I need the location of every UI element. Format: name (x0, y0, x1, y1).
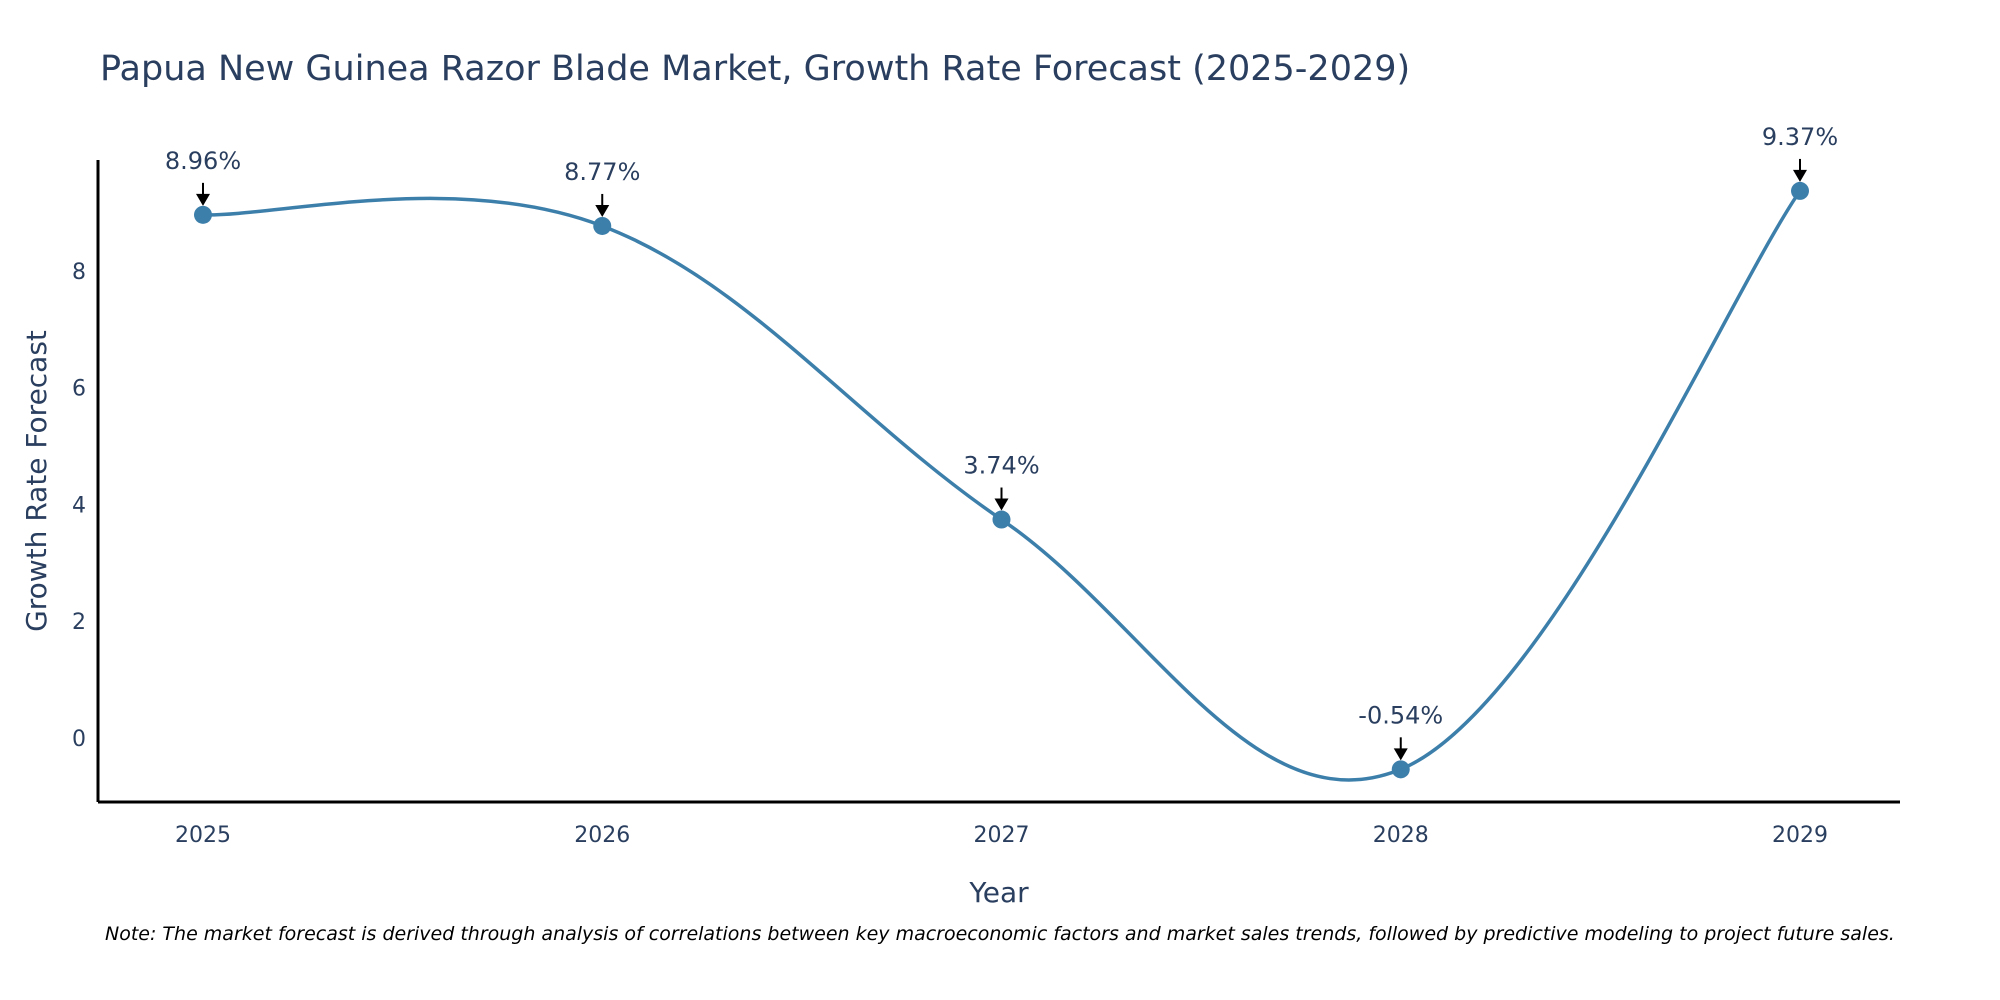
data-label: 9.37% (1762, 123, 1838, 151)
y-tick-label: 8 (72, 260, 86, 285)
data-point (593, 216, 612, 235)
annotation-arrow-head (196, 193, 210, 206)
chart-title: Papua New Guinea Razor Blade Market, Gro… (100, 49, 1410, 89)
x-tick-label: 2028 (1373, 823, 1429, 848)
data-label: 8.77% (564, 158, 640, 186)
data-points (194, 181, 1809, 779)
x-tick-label: 2029 (1772, 823, 1828, 848)
x-tick-labels: 2025 2026 2027 2028 2029 (175, 823, 1828, 848)
axes (96, 160, 1900, 804)
data-label: -0.54% (1358, 701, 1443, 729)
data-labels: 8.96% 8.77% 3.74% -0.54% 9.37% (165, 123, 1838, 761)
y-tick-labels: 0 2 4 6 8 (72, 260, 86, 752)
y-tick-label: 4 (72, 493, 86, 518)
x-tick-label: 2026 (574, 823, 630, 848)
x-tick-label: 2027 (974, 823, 1030, 848)
annotation-arrow-head (1793, 169, 1807, 182)
annotation-arrow-head (595, 204, 610, 217)
y-tick-label: 0 (72, 727, 86, 752)
annotation-arrow-head (1393, 748, 1408, 761)
data-point (194, 205, 212, 224)
annotation-arrow-head (994, 498, 1009, 511)
x-tick-label: 2025 (175, 823, 231, 848)
footnote: Note: The market forecast is derived thr… (105, 923, 1895, 945)
y-axis-title: Growth Rate Forecast (20, 330, 53, 632)
data-point (992, 510, 1011, 529)
data-label: 8.96% (165, 147, 241, 175)
x-axis-title: Year (968, 876, 1029, 909)
data-point (1391, 760, 1410, 779)
y-tick-label: 6 (72, 377, 86, 402)
y-tick-label: 2 (72, 610, 86, 635)
data-point (1791, 181, 1809, 200)
growth-rate-series-line (202, 189, 1802, 782)
data-label: 3.74% (963, 452, 1039, 480)
